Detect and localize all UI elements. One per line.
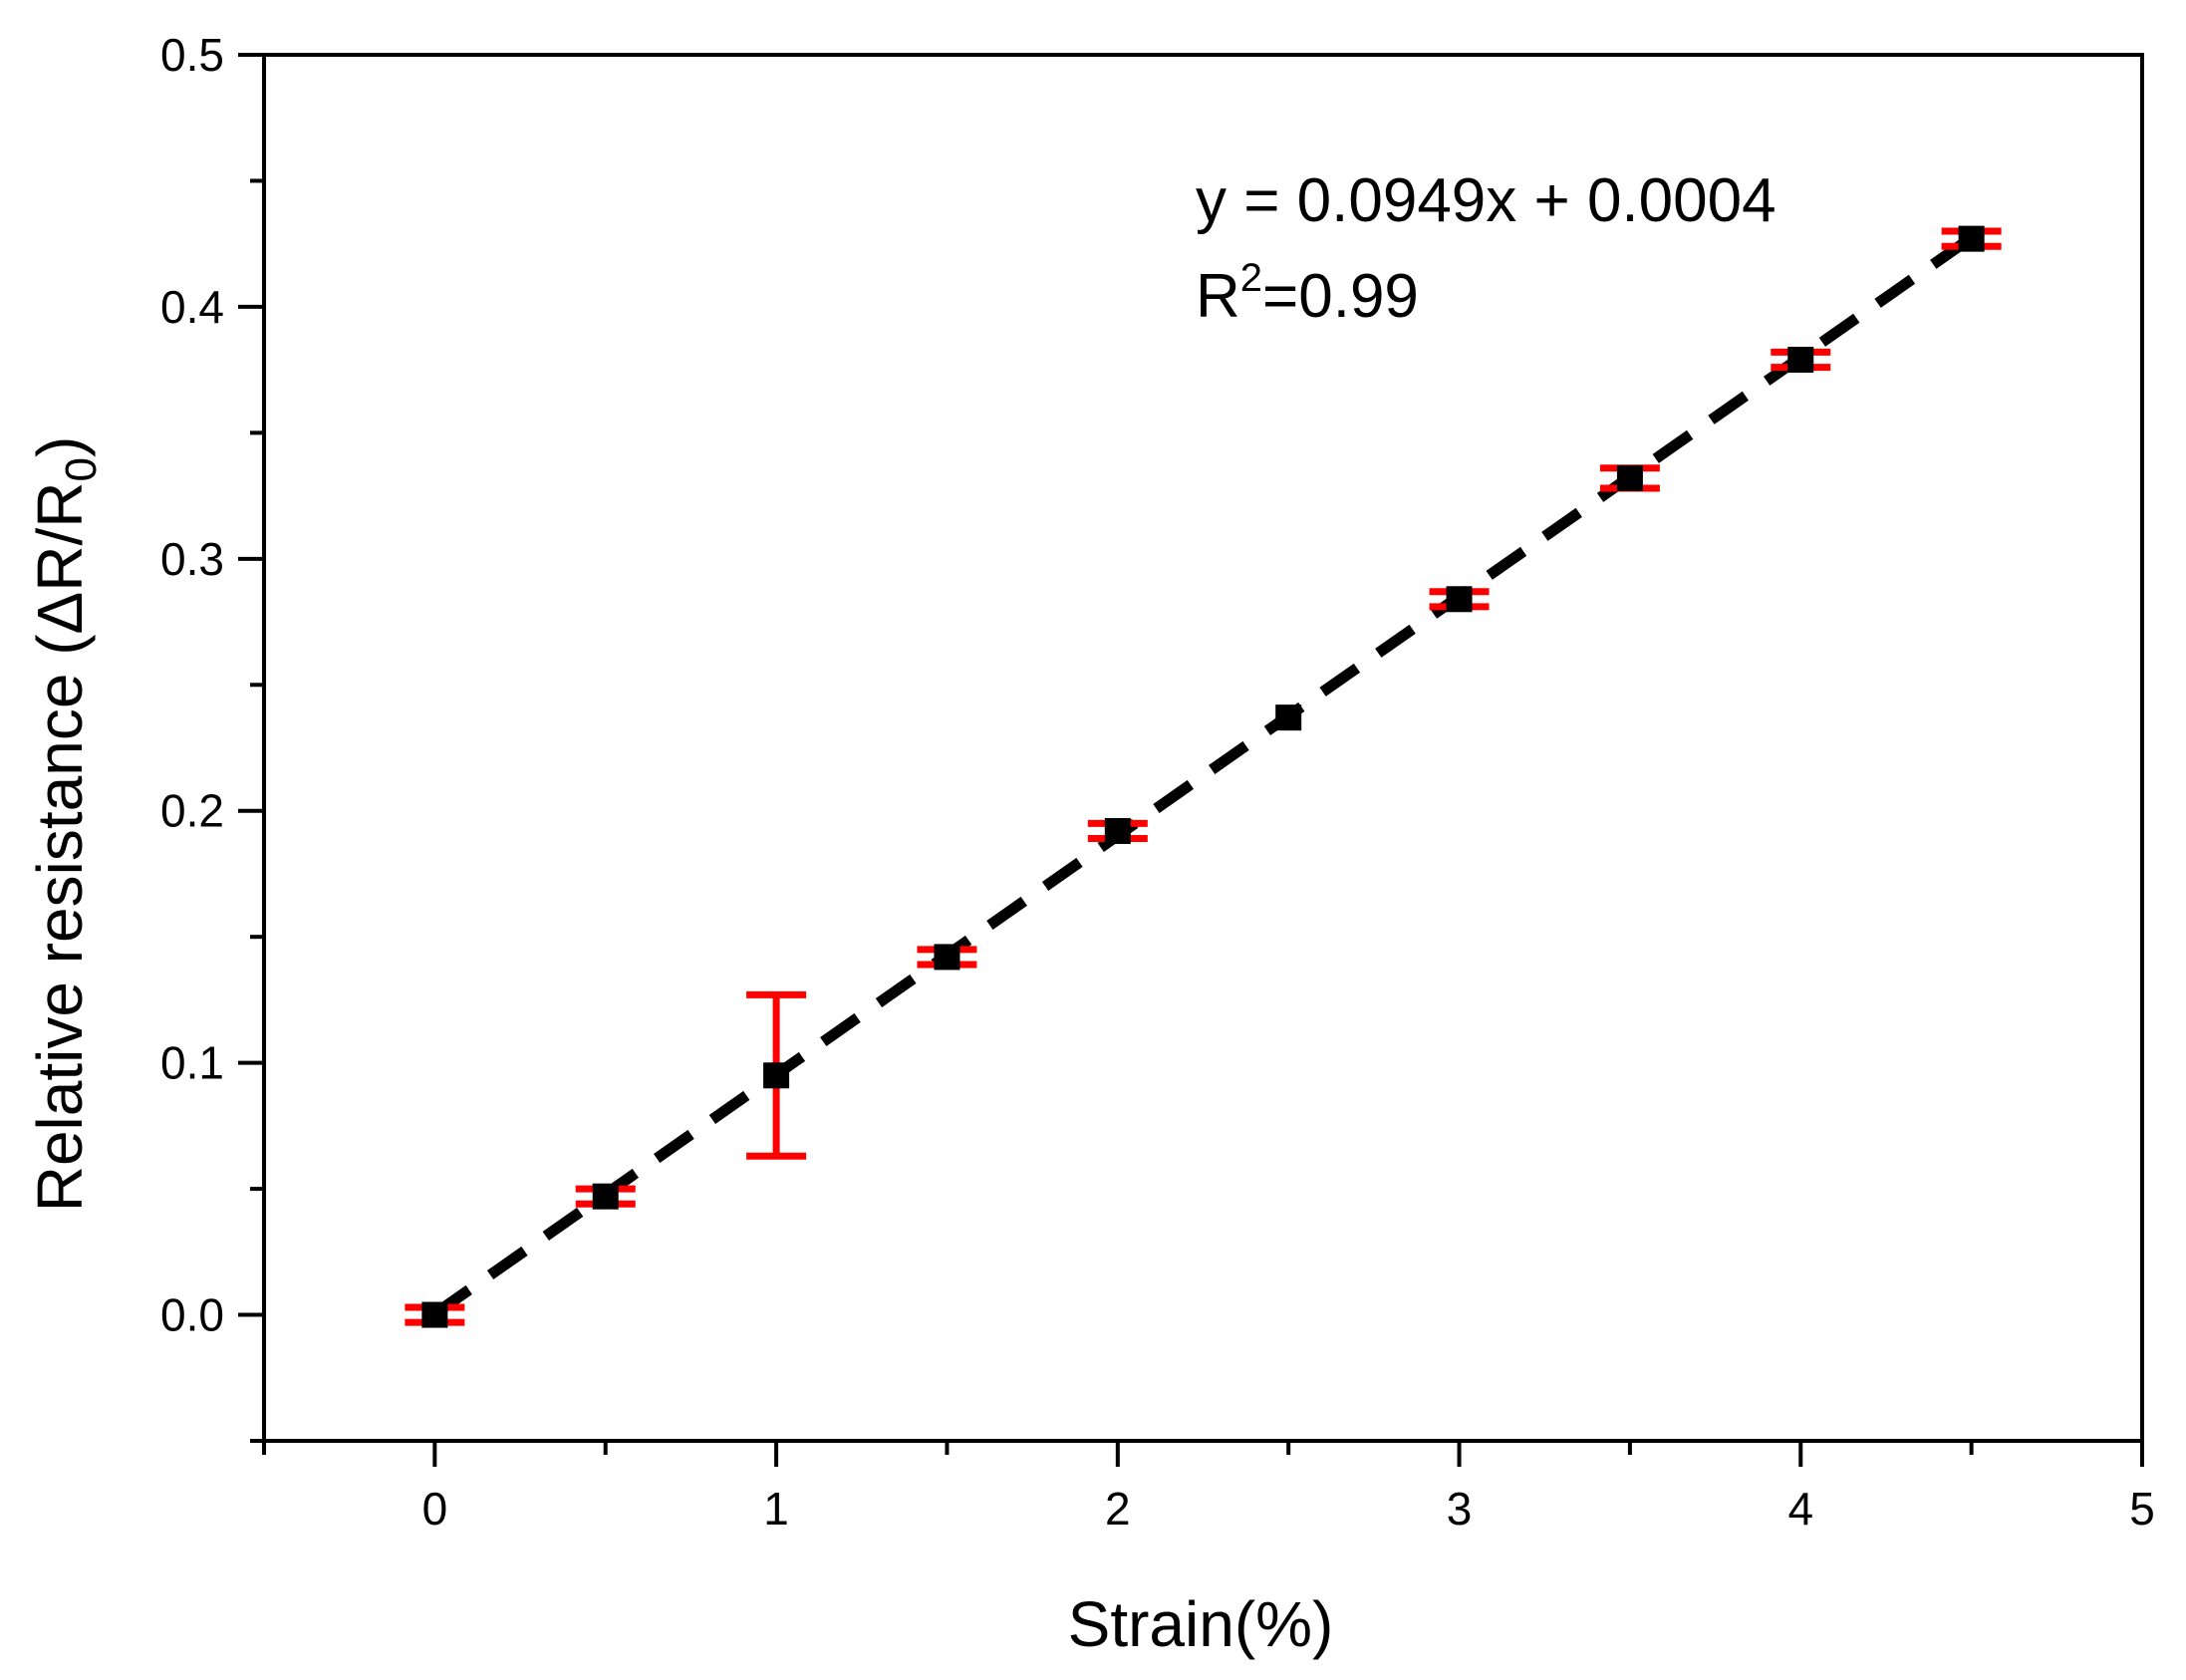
data-point xyxy=(763,1062,790,1089)
fit-equation-annotation: y = 0.0949x + 0.0004 xyxy=(1196,166,1776,235)
r-squared-annotation: R2=0.99 xyxy=(1196,256,1419,331)
fit-line xyxy=(431,232,1975,1319)
data-point xyxy=(421,1301,448,1328)
y-axis-title-subscript: 0 xyxy=(57,457,106,481)
x-tick-label: 5 xyxy=(2129,1483,2155,1535)
r-squared-prefix: R xyxy=(1196,262,1240,331)
error-bars-layer xyxy=(405,227,2002,1326)
x-tick-label: 3 xyxy=(1447,1483,1473,1535)
data-point xyxy=(592,1183,619,1210)
fit-line-layer xyxy=(431,232,1975,1319)
x-tick-label: 2 xyxy=(1105,1483,1131,1535)
y-tick-label: 0.1 xyxy=(160,1037,224,1089)
y-tick-label: 0.5 xyxy=(160,29,224,81)
y-axis-title-main: Relative resistance (ΔR/R xyxy=(24,482,96,1213)
r-squared-value: =0.99 xyxy=(1262,262,1419,331)
y-tick-label: 0.4 xyxy=(160,281,224,333)
data-point xyxy=(1616,464,1643,491)
y-axis-title: Relative resistance (ΔR/R0) xyxy=(24,436,106,1213)
x-tick-label: 0 xyxy=(422,1483,448,1535)
x-tick-label: 4 xyxy=(1787,1483,1813,1535)
axes-layer: 0 1 2 3 4 5 0.0 0.1 0.2 0.3 0.4 0.5 xyxy=(160,29,2155,1535)
y-tick-label: 0.2 xyxy=(160,785,224,837)
markers-layer xyxy=(421,225,1985,1328)
data-point xyxy=(1787,347,1814,374)
x-axis-title: Strain(%) xyxy=(1068,1588,1334,1660)
y-tick-label: 0.3 xyxy=(160,533,224,585)
data-point xyxy=(934,944,960,971)
y-axis-title-close: ) xyxy=(24,436,96,457)
data-point xyxy=(1446,586,1473,613)
r-squared-superscript: 2 xyxy=(1240,256,1262,300)
data-point xyxy=(1958,225,1985,252)
data-point xyxy=(1275,704,1302,731)
plot-frame xyxy=(262,53,2144,1443)
y-tick-label: 0.0 xyxy=(160,1289,224,1341)
data-point xyxy=(1104,817,1131,844)
x-tick-label: 1 xyxy=(763,1483,789,1535)
